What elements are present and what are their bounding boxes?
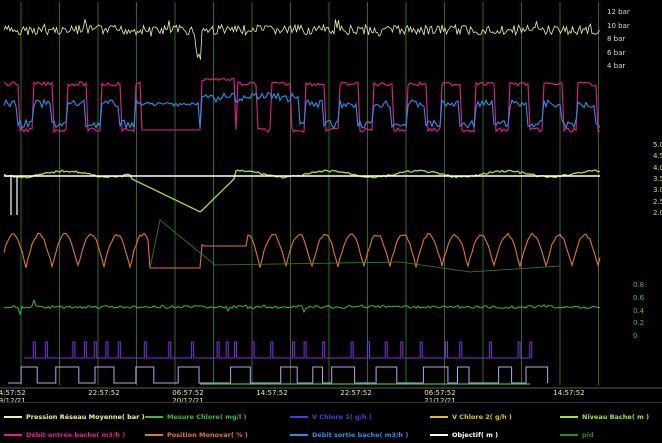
pid-trace — [149, 219, 561, 273]
chlore-tick-3: 0.2 — [633, 319, 645, 328]
legend-swatch-6 — [145, 434, 163, 436]
legend-item-7[interactable]: Débit sortie bache( m3/h ) — [290, 431, 408, 439]
level-tick-2: 4.0 — [653, 163, 662, 172]
legend-swatch-5 — [4, 434, 22, 436]
pression-trace — [3, 19, 600, 60]
legend-swatch-3 — [430, 416, 448, 418]
pressure-tick-0: 12 bar — [607, 8, 630, 16]
legend-swatch-2 — [290, 416, 308, 418]
level-tick-0: 5.0 — [653, 141, 662, 149]
monovar-trace — [3, 232, 601, 270]
chlore-trace — [3, 298, 601, 317]
level-tick-6: 2.0 — [653, 208, 662, 217]
pressure-tick-2: 8 bar — [607, 35, 626, 43]
legend-label-8: Objectif( m ) — [452, 431, 499, 439]
legend-label-0: Pression Réseau Moyenne( bar ) — [26, 413, 145, 421]
x-tick-4: 22:57:52 — [340, 389, 372, 397]
chlore-tick-4: 0 — [633, 332, 638, 341]
debit-entree-trace — [3, 77, 601, 134]
legend-label-1: Mesure Chlore( mg/l ) — [167, 413, 247, 421]
x-tick-date-0: 19/12/21 — [0, 397, 26, 405]
x-tick-1: 22:57:52 — [88, 389, 120, 397]
legend-item-6[interactable]: Position Monovar( % ) — [145, 431, 248, 439]
legend-label-4: Niveau Bache( m ) — [582, 413, 650, 421]
legend-label-2: V Chlore 1( g/h ) — [312, 413, 372, 421]
level-tick-3: 3.5 — [653, 174, 662, 183]
legend-item-8[interactable]: Objectif( m ) — [430, 431, 498, 439]
pressure-tick-4: 4 bar — [607, 62, 626, 70]
x-tick-date-5: 21/12/21 — [424, 397, 456, 405]
pressure-tick-1: 10 bar — [607, 21, 630, 30]
legend-item-4[interactable]: Niveau Bache( m ) — [560, 413, 649, 421]
legend-label-5: Débit entrée bache( m3/h ) — [26, 431, 126, 439]
x-tick-6: 14:57:52 — [553, 389, 585, 397]
legend-swatch-9 — [560, 434, 578, 436]
trend-chart — [0, 2, 662, 389]
debit-sortie-trace — [3, 91, 601, 130]
legend-item-0[interactable]: Pression Réseau Moyenne( bar ) — [4, 413, 145, 421]
level-tick-5: 2.5 — [653, 197, 662, 206]
x-tick-3: 14:57:52 — [256, 389, 288, 397]
pressure-tick-3: 6 bar — [607, 48, 626, 57]
vchlore2-trace — [8, 366, 549, 384]
x-tick-0: 14:57:5219/12/21 — [0, 389, 40, 405]
level-tick-4: 3.0 — [653, 186, 662, 195]
legend-item-5[interactable]: Débit entrée bache( m3/h ) — [4, 431, 125, 439]
x-tick-date-2: 20/12/21 — [172, 397, 204, 405]
legend-swatch-7 — [290, 434, 308, 436]
chlore-tick-1: 0.6 — [633, 293, 645, 302]
legend-swatch-4 — [560, 416, 578, 418]
chlore-tick-2: 0.4 — [633, 306, 645, 315]
time-scrollbar[interactable] — [0, 402, 662, 409]
legend-label-6: Position Monovar( % ) — [167, 431, 248, 439]
legend-swatch-0 — [4, 416, 22, 418]
x-tick-2: 06:57:52 20/12/21 — [158, 389, 218, 405]
legend-item-3[interactable]: V Chlore 2( g/h ) — [430, 413, 512, 421]
legend-swatch-1 — [145, 416, 163, 418]
legend-item-9[interactable]: pid — [560, 431, 594, 439]
legend-label-3: V Chlore 2( g/h ) — [452, 413, 512, 421]
legend-item-1[interactable]: Mesure Chlore( mg/l ) — [145, 413, 246, 421]
legend-label-7: Débit sortie bache( m3/h ) — [312, 431, 409, 439]
x-tick-5: 06:57:52 21/12/21 — [410, 389, 470, 405]
legend-swatch-8 — [430, 434, 448, 436]
legend-item-2[interactable]: V Chlore 1( g/h ) — [290, 413, 372, 421]
legend-label-9: pid — [582, 431, 594, 439]
level-tick-1: 4.5 — [653, 152, 662, 161]
chlore-tick-0: 0.8 — [633, 281, 645, 289]
legend: Pression Réseau Moyenne( bar ) Mesure Chl… — [0, 411, 662, 443]
vchlore1-trace — [24, 341, 533, 359]
